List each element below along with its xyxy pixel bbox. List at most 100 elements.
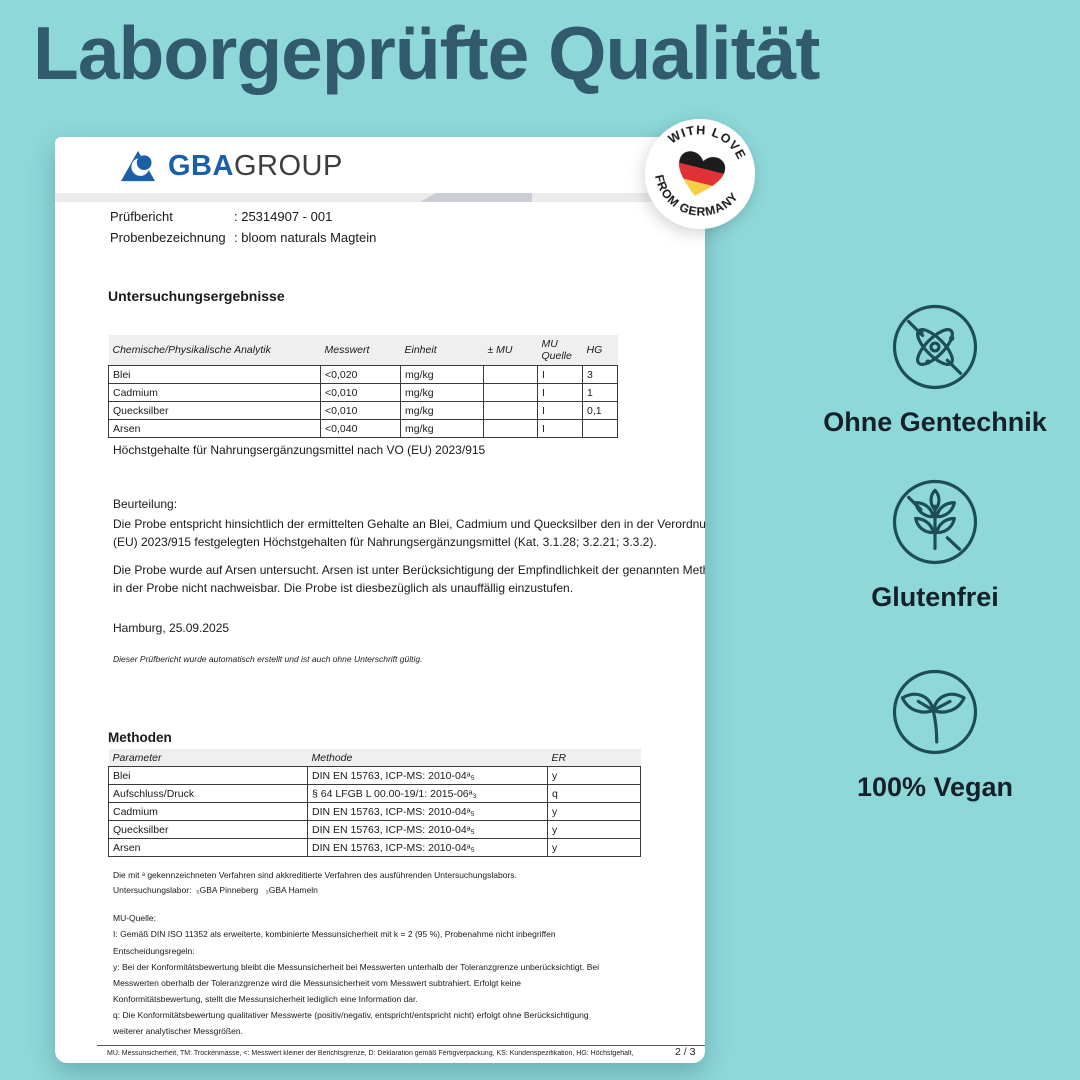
col-messwert: Messwert bbox=[320, 335, 401, 366]
table-row: Quecksilber DIN EN 15763, ICP-MS: 2010-0… bbox=[108, 820, 641, 839]
cell: I bbox=[537, 383, 583, 402]
table-row: Arsen DIN EN 15763, ICP-MS: 2010-04ᵃ₅ y bbox=[108, 838, 641, 857]
feature-label: Glutenfrei bbox=[871, 582, 999, 612]
lab-report-document: GBA GROUP Prüfbericht : 25314907 - 001 Pr… bbox=[55, 137, 705, 1063]
cell: y bbox=[547, 802, 641, 821]
feature-gluten-free: Glutenfrei bbox=[820, 478, 1050, 613]
logo-text-group: GROUP bbox=[233, 149, 343, 182]
cell: Arsen bbox=[108, 419, 321, 438]
assessment-paragraph: Die Probe entspricht hinsichtlich der er… bbox=[113, 517, 705, 549]
cell: DIN EN 15763, ICP-MS: 2010-04ᵃ₅ bbox=[307, 838, 548, 857]
cell: 1 bbox=[582, 383, 618, 402]
cell: Cadmium bbox=[108, 802, 308, 821]
feature-no-gmo: Ohne Gentechnik bbox=[820, 303, 1050, 438]
table-row: Arsen <0,040 mg/kg I bbox=[108, 419, 618, 438]
table-row: Cadmium <0,010 mg/kg I 1 bbox=[108, 383, 618, 402]
place-date: Hamburg, 25.09.2025 bbox=[113, 621, 230, 635]
feature-vegan: 100% Vegan bbox=[820, 668, 1050, 803]
cell: 3 bbox=[582, 365, 618, 384]
cell: I bbox=[537, 419, 583, 438]
cell bbox=[483, 383, 538, 402]
col-er: ER bbox=[547, 749, 641, 767]
methods-heading: Methoden bbox=[108, 730, 172, 745]
cell: § 64 LFGB L 00.00-19/1: 2015-06ᵃ₃ bbox=[307, 784, 548, 803]
cell: mg/kg bbox=[400, 365, 484, 384]
no-gmo-atom-icon bbox=[892, 304, 978, 390]
meta-row: Prüfbericht : 25314907 - 001 bbox=[110, 206, 376, 227]
cell: Quecksilber bbox=[108, 401, 321, 420]
cell: y bbox=[547, 766, 641, 785]
gba-logo-icon bbox=[121, 150, 155, 182]
table-row: Cadmium DIN EN 15763, ICP-MS: 2010-04ᵃ₅ … bbox=[108, 802, 641, 821]
cell bbox=[483, 365, 538, 384]
assessment-heading: Beurteilung: bbox=[113, 497, 178, 511]
auto-generated-note: Dieser Prüfbericht wurde automatisch ers… bbox=[113, 654, 423, 664]
accreditation-note: Die mit ᵃ gekennzeichneten Verfahren sin… bbox=[113, 870, 517, 895]
cell: I bbox=[537, 365, 583, 384]
cell: Aufschluss/Druck bbox=[108, 784, 308, 803]
cell: 0,1 bbox=[582, 401, 618, 420]
feature-label: 100% Vegan bbox=[856, 772, 1014, 802]
table-row: Quecksilber <0,010 mg/kg I 0,1 bbox=[108, 401, 618, 420]
cell: <0,020 bbox=[320, 365, 401, 384]
cell: I bbox=[537, 401, 583, 420]
cell: Arsen bbox=[108, 838, 308, 857]
footer-divider bbox=[97, 1045, 705, 1046]
letterhead-stripe-accent bbox=[420, 193, 532, 202]
results-note: Höchstgehalte für Nahrungsergänzungsmitt… bbox=[113, 443, 486, 457]
meta-label: Probenbezeichnung bbox=[110, 230, 226, 245]
table-row: Blei DIN EN 15763, ICP-MS: 2010-04ᵃ₅ y bbox=[108, 766, 641, 785]
results-table-header-row: Chemische/Physikalische Analytik Messwer… bbox=[108, 335, 618, 366]
col-mu: ± MU bbox=[483, 335, 538, 366]
report-meta: Prüfbericht : 25314907 - 001 Probenbezei… bbox=[110, 206, 376, 248]
cell bbox=[483, 401, 538, 420]
vegan-sprout-icon bbox=[892, 669, 978, 755]
meta-value: : 25314907 - 001 bbox=[234, 209, 333, 224]
table-row: Blei <0,020 mg/kg I 3 bbox=[108, 365, 618, 384]
results-table: Chemische/Physikalische Analytik Messwer… bbox=[108, 335, 618, 438]
cell: DIN EN 15763, ICP-MS: 2010-04ᵃ₅ bbox=[307, 766, 548, 785]
footer-legend: MU: Messunsicherheit, TM: Trockenmasse, … bbox=[107, 1050, 634, 1057]
cell: y bbox=[547, 820, 641, 839]
cell: mg/kg bbox=[400, 401, 484, 420]
methods-table: Parameter Methode ER Blei DIN EN 15763, … bbox=[108, 749, 641, 857]
cell: Quecksilber bbox=[108, 820, 308, 839]
cell: Blei bbox=[108, 766, 308, 785]
logo-text-gba: GBA bbox=[168, 149, 234, 182]
col-methode: Methode bbox=[307, 749, 548, 767]
table-row: Aufschluss/Druck § 64 LFGB L 00.00-19/1:… bbox=[108, 784, 641, 803]
cell bbox=[582, 419, 618, 438]
cell: Cadmium bbox=[108, 383, 321, 402]
feature-label: Ohne Gentechnik bbox=[823, 407, 1047, 437]
methods-table-header-row: Parameter Methode ER bbox=[108, 749, 641, 767]
cell: mg/kg bbox=[400, 419, 484, 438]
col-hg: HG bbox=[582, 335, 618, 366]
cell bbox=[483, 419, 538, 438]
cell: <0,040 bbox=[320, 419, 401, 438]
gba-group-logo: GBA GROUP bbox=[117, 146, 343, 186]
decision-rules-note: Entscheidungsregeln: y: Bei der Konformi… bbox=[113, 946, 600, 1036]
cell: y bbox=[547, 838, 641, 857]
cell: DIN EN 15763, ICP-MS: 2010-04ᵃ₅ bbox=[307, 820, 548, 839]
page-title: Laborgeprüfte Qualität bbox=[33, 11, 820, 95]
meta-row: Probenbezeichnung : bloom naturals Magte… bbox=[110, 227, 376, 248]
results-heading: Untersuchungsergebnisse bbox=[108, 288, 285, 304]
assessment-paragraph: Die Probe wurde auf Arsen untersucht. Ar… bbox=[113, 563, 705, 595]
mu-source-note: MU-Quelle: I: Gemäß DIN ISO 11352 als er… bbox=[113, 913, 556, 939]
col-mu-quelle: MU Quelle bbox=[537, 335, 583, 366]
cell: <0,010 bbox=[320, 401, 401, 420]
letterhead-stripe bbox=[55, 193, 705, 202]
cell: DIN EN 15763, ICP-MS: 2010-04ᵃ₅ bbox=[307, 802, 548, 821]
cell: mg/kg bbox=[400, 383, 484, 402]
cell: <0,010 bbox=[320, 383, 401, 402]
cell: Blei bbox=[108, 365, 321, 384]
gluten-free-wheat-icon bbox=[892, 479, 978, 565]
meta-value: : bloom naturals Magtein bbox=[234, 230, 377, 245]
page-number: 2 / 3 bbox=[675, 1046, 696, 1058]
col-parameter: Parameter bbox=[108, 749, 308, 767]
cell: q bbox=[547, 784, 641, 803]
col-einheit: Einheit bbox=[400, 335, 484, 366]
col-analytik: Chemische/Physikalische Analytik bbox=[108, 335, 321, 366]
meta-label: Prüfbericht bbox=[110, 209, 173, 224]
